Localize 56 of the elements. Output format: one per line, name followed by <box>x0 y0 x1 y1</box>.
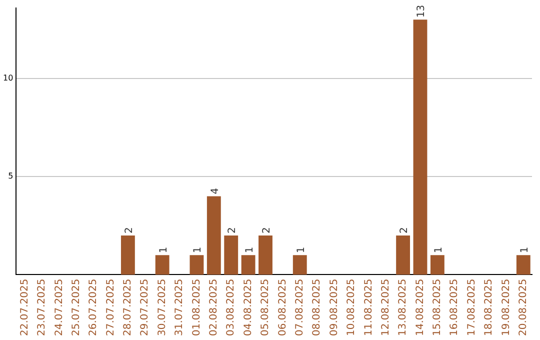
bar <box>413 20 428 275</box>
bar <box>516 255 530 275</box>
x-tick-label: 09.08.2025 <box>328 278 340 336</box>
data-label: 2 <box>399 227 410 234</box>
x-tick-label: 27.07.2025 <box>105 278 116 336</box>
data-label: 1 <box>433 246 444 254</box>
bar <box>292 255 307 275</box>
x-tick-label: 05.08.2025 <box>260 278 272 336</box>
x-tick-label: 28.07.2025 <box>122 278 134 336</box>
data-label: 4 <box>210 188 221 194</box>
x-tick-label: 13.08.2025 <box>398 278 409 336</box>
data-label: 1 <box>244 246 256 254</box>
data-label: 2 <box>227 227 238 234</box>
bar <box>396 235 410 275</box>
data-label: 1 <box>519 246 530 254</box>
x-tick-label: 08.08.2025 <box>312 278 323 336</box>
data-label: 13 <box>416 4 428 18</box>
bar <box>430 255 444 275</box>
y-tick-label: 10 <box>2 74 14 83</box>
x-tick-label: 26.07.2025 <box>88 278 100 336</box>
x-tick-label: 17.08.2025 <box>466 278 478 336</box>
x-tick-label: 23.07.2025 <box>36 278 48 336</box>
x-tick-label: 07.08.2025 <box>294 278 306 336</box>
x-tick-label: 10.08.2025 <box>346 278 358 336</box>
x-tick-label: 15.08.2025 <box>432 278 444 336</box>
bar <box>120 235 135 275</box>
bar <box>258 235 272 275</box>
x-tick-label: 03.08.2025 <box>226 278 237 336</box>
bar <box>206 196 221 275</box>
x-tick-label: 19.08.2025 <box>500 278 512 336</box>
data-label: 1 <box>192 246 204 254</box>
x-tick-label: 06.08.2025 <box>277 278 288 336</box>
x-tick-label: 22.07.2025 <box>19 278 30 336</box>
x-tick-label: 14.08.2025 <box>414 278 426 336</box>
data-label: 2 <box>124 227 135 234</box>
x-tick-label: 16.08.2025 <box>449 278 460 336</box>
x-tick-label: 11.08.2025 <box>363 278 374 336</box>
bar <box>224 235 238 275</box>
x-tick-label: 01.08.2025 <box>191 278 202 336</box>
x-tick-label: 18.08.2025 <box>484 278 495 336</box>
data-label: 2 <box>261 227 272 234</box>
bar <box>155 255 170 275</box>
x-tick-label: 31.07.2025 <box>174 278 186 336</box>
bar <box>190 255 204 275</box>
x-tick-label: 02.08.2025 <box>208 278 220 336</box>
x-tick-label: 04.08.2025 <box>242 278 254 336</box>
bar <box>241 255 256 275</box>
x-tick-label: 12.08.2025 <box>380 278 392 336</box>
x-tick-label: 29.07.2025 <box>140 278 151 336</box>
x-tick-label: 25.07.2025 <box>70 278 82 336</box>
y-tick-label: 5 <box>8 172 14 181</box>
data-label: 1 <box>158 246 170 254</box>
x-tick-label: 24.07.2025 <box>54 278 65 336</box>
x-tick-label: 30.07.2025 <box>156 278 168 336</box>
x-tick-label: 20.08.2025 <box>518 278 529 336</box>
data-label: 1 <box>296 246 307 254</box>
